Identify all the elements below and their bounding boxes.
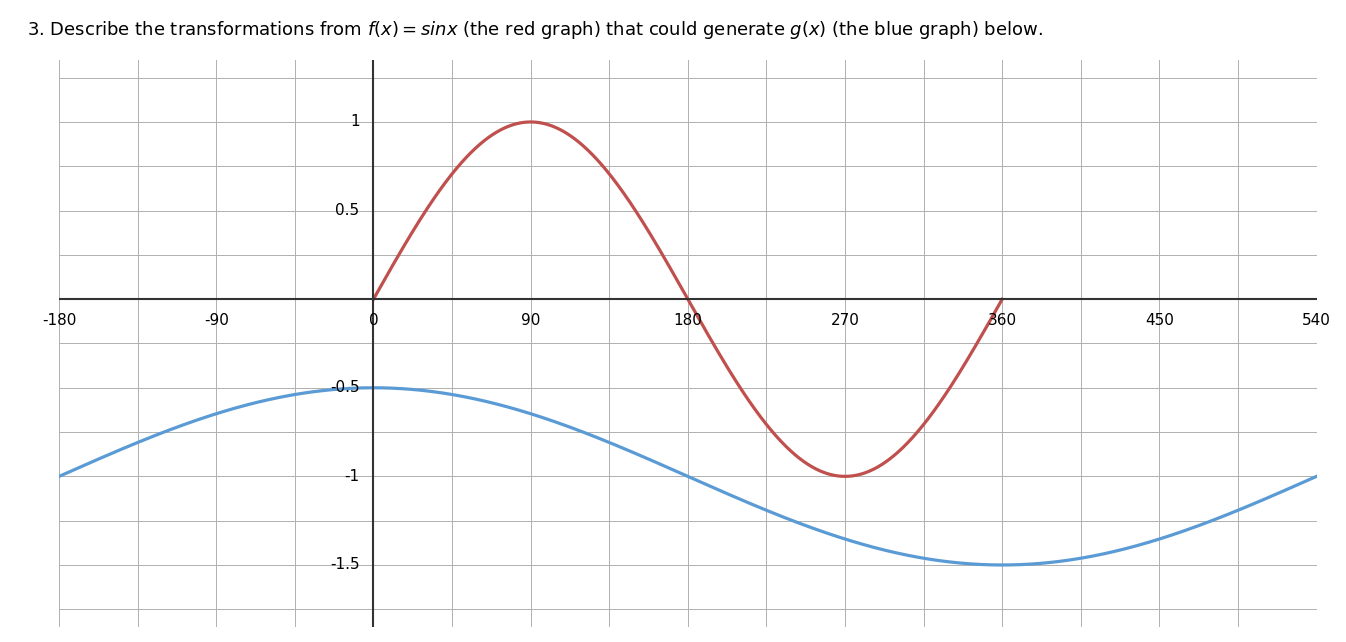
Text: -180: -180	[42, 313, 77, 328]
Text: 0.5: 0.5	[335, 203, 359, 218]
Text: 3. Describe the transformations from $f(x) = sinx$ (the red graph) that could ge: 3. Describe the transformations from $f(…	[27, 19, 1043, 41]
Text: 0: 0	[369, 313, 378, 328]
Text: 540: 540	[1302, 313, 1331, 328]
Text: 180: 180	[673, 313, 703, 328]
Text: 270: 270	[830, 313, 860, 328]
Text: -1.5: -1.5	[330, 557, 359, 573]
Text: 90: 90	[521, 313, 540, 328]
Text: 1: 1	[350, 114, 359, 130]
Text: -1: -1	[345, 469, 359, 484]
Text: 360: 360	[988, 313, 1016, 328]
Text: -0.5: -0.5	[330, 380, 359, 395]
Text: 450: 450	[1145, 313, 1174, 328]
Text: -90: -90	[203, 313, 229, 328]
